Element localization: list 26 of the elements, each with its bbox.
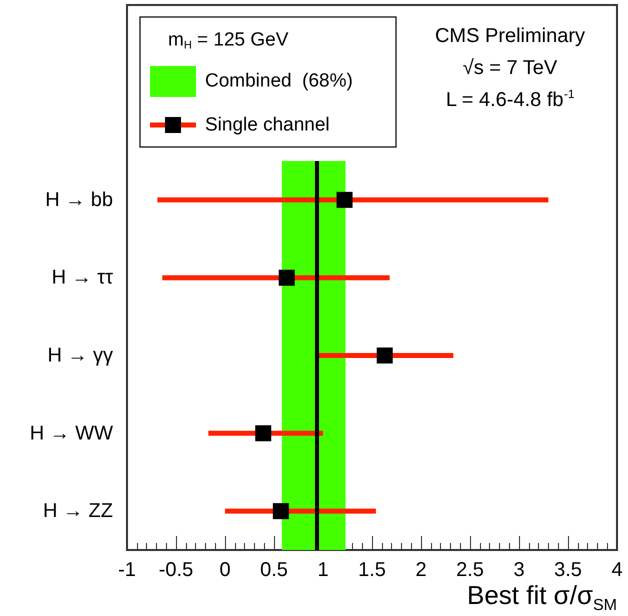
legend-label: Single channel — [205, 114, 330, 136]
point — [278, 270, 295, 286]
text: CMS Preliminary — [434, 25, 586, 47]
x-tick-label: 1.5 — [358, 559, 386, 581]
x-tick-label: 0.5 — [260, 559, 288, 581]
x-tick-label: 1 — [317, 559, 329, 581]
x-axis-title: Best fit σ/σ$_{SM}$ — [466, 580, 617, 616]
point — [376, 348, 393, 364]
y-tick-label: H → γγ — [47, 344, 113, 366]
point — [255, 425, 272, 442]
x-tick-label: -1 — [118, 559, 136, 581]
text: √s = 7 TeV — [462, 57, 558, 79]
legend-label: Combined (68%) — [205, 70, 353, 92]
x-tick-label: 0 — [219, 559, 231, 581]
x-tick-label: 3.5 — [554, 559, 582, 581]
y-tick-label: H → bb — [45, 188, 113, 211]
x-tick-label: 2 — [415, 559, 427, 581]
x-tick-label: 4 — [611, 559, 623, 581]
x-tick-label: 2.5 — [456, 559, 484, 581]
y-tick-label: H → ZZ — [43, 500, 113, 522]
x-tick-label: 3 — [513, 559, 525, 581]
y-tick-label: H → WW — [30, 422, 114, 444]
y-tick-label: H → ττ — [52, 266, 114, 289]
point — [336, 192, 353, 208]
point — [272, 503, 289, 520]
x-tick-label: -0.5 — [158, 559, 194, 581]
